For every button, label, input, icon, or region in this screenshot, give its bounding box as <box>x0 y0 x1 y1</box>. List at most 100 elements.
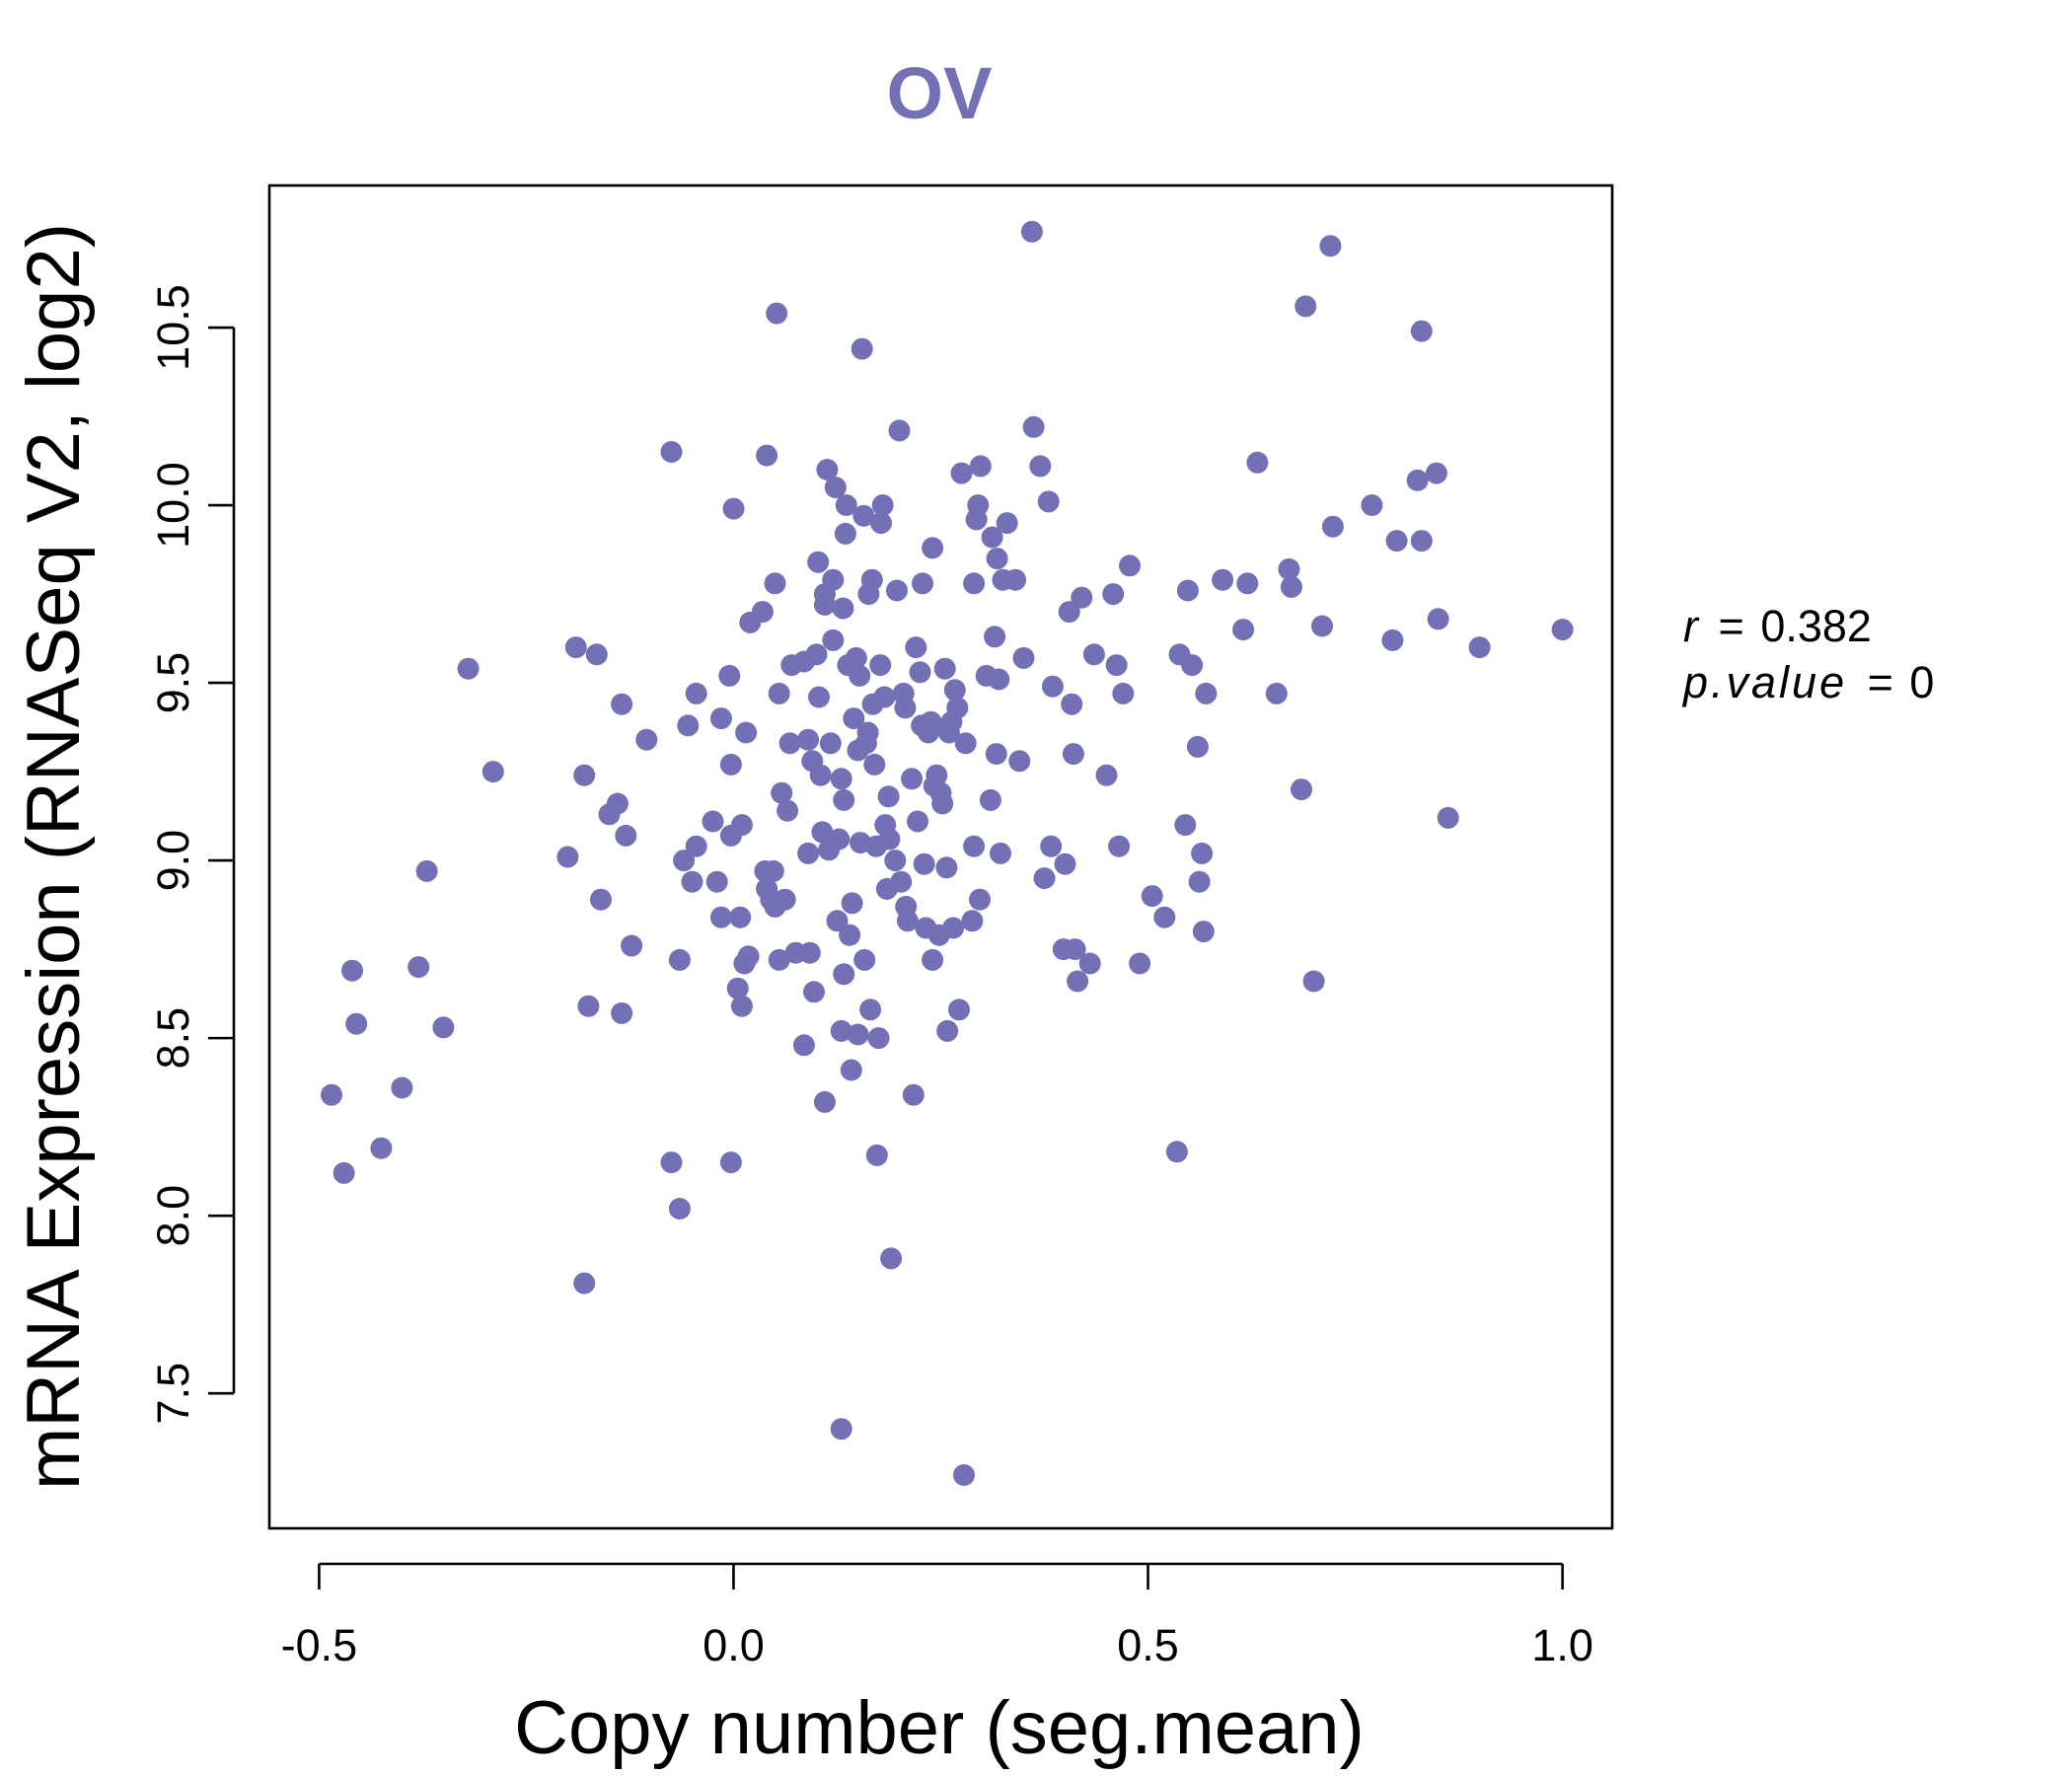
data-point <box>996 512 1018 535</box>
data-point <box>635 728 658 751</box>
data-point <box>1071 586 1093 609</box>
data-point <box>1008 750 1031 773</box>
data-point <box>1291 778 1312 801</box>
data-point <box>778 732 801 755</box>
data-point <box>849 664 871 687</box>
data-point <box>681 870 703 893</box>
data-point <box>925 764 948 786</box>
data-point <box>822 568 845 591</box>
data-point <box>807 551 830 573</box>
data-point <box>1381 629 1404 651</box>
data-point <box>805 643 828 666</box>
data-point <box>1153 906 1176 928</box>
data-point <box>871 494 894 516</box>
data-point <box>719 753 742 776</box>
data-point <box>774 888 796 911</box>
data-point <box>884 850 907 872</box>
data-point <box>901 768 924 790</box>
data-point <box>660 441 683 463</box>
data-point <box>1004 568 1027 591</box>
data-point <box>1192 921 1215 943</box>
data-point <box>718 664 741 687</box>
x-axis: -0.5 0.0 0.5 1.0 <box>281 1562 1593 1670</box>
data-point <box>1410 530 1433 553</box>
data-point <box>415 859 438 882</box>
y-tick-label: 9.5 <box>148 652 198 714</box>
y-tick-label: 8.5 <box>148 1007 198 1070</box>
data-point <box>990 842 1011 864</box>
data-point <box>573 764 596 786</box>
r-label: r <box>1683 601 1700 651</box>
correlation-stats: r = 0.382 p.value = 0 <box>1681 601 1934 707</box>
data-point <box>907 810 928 833</box>
data-point <box>407 956 430 979</box>
data-point <box>856 721 879 744</box>
data-point <box>611 1001 633 1024</box>
data-point <box>819 732 842 755</box>
data-point <box>835 494 857 516</box>
data-point <box>1108 835 1131 857</box>
x-tick-label: 1.0 <box>1531 1620 1593 1670</box>
data-point <box>585 643 608 666</box>
data-point <box>830 1019 852 1042</box>
data-point <box>1319 235 1342 258</box>
data-point <box>792 1034 815 1057</box>
data-point <box>764 572 786 595</box>
x-tick-label: 0.0 <box>703 1620 765 1670</box>
data-point <box>851 337 873 360</box>
data-point <box>729 906 752 928</box>
data-point <box>979 788 1001 811</box>
data-point <box>969 888 991 911</box>
data-point <box>878 828 901 851</box>
data-point <box>1295 295 1317 318</box>
data-point <box>1232 619 1255 641</box>
data-point <box>1067 970 1089 993</box>
data-point <box>946 697 969 719</box>
data-point <box>902 1083 925 1106</box>
data-point <box>909 661 931 684</box>
data-point <box>841 892 863 915</box>
data-point <box>762 859 784 882</box>
data-point <box>722 497 745 520</box>
data-point <box>737 945 760 968</box>
data-point <box>1191 842 1214 864</box>
data-point <box>1033 867 1056 890</box>
data-point <box>1236 572 1259 595</box>
data-point <box>1029 455 1052 478</box>
data-point <box>1311 615 1333 637</box>
data-point <box>1410 320 1433 342</box>
data-point <box>931 792 954 815</box>
data-point <box>1361 494 1383 516</box>
data-point <box>1041 675 1064 698</box>
data-point <box>870 512 892 535</box>
data-point <box>1437 806 1459 829</box>
r-stat: r = 0.382 <box>1683 601 1872 651</box>
data-point <box>813 1090 836 1113</box>
data-point <box>1181 654 1204 677</box>
data-point <box>1186 735 1209 758</box>
data-point <box>481 761 504 783</box>
data-point <box>954 732 977 755</box>
p-equals: = <box>1868 657 1893 707</box>
data-point <box>886 579 908 602</box>
data-point <box>840 1059 862 1081</box>
data-point <box>803 981 825 1003</box>
y-tick-label: 10.5 <box>148 284 198 371</box>
data-point <box>847 1023 869 1046</box>
data-point <box>735 721 758 744</box>
y-axis: 7.5 8.0 8.5 9.0 9.5 10.0 10.5 <box>148 284 236 1424</box>
y-ticks: 7.5 8.0 8.5 9.0 9.5 10.0 10.5 <box>148 284 234 1424</box>
data-point <box>839 924 861 946</box>
data-point <box>705 870 728 893</box>
data-point <box>1082 643 1105 666</box>
y-tick-label: 7.5 <box>148 1363 198 1425</box>
data-point <box>880 1247 903 1270</box>
data-point <box>824 477 847 498</box>
data-point <box>950 462 973 484</box>
data-points <box>321 220 1574 1486</box>
data-point <box>1078 952 1101 975</box>
data-point <box>961 910 984 932</box>
data-point <box>673 850 696 872</box>
